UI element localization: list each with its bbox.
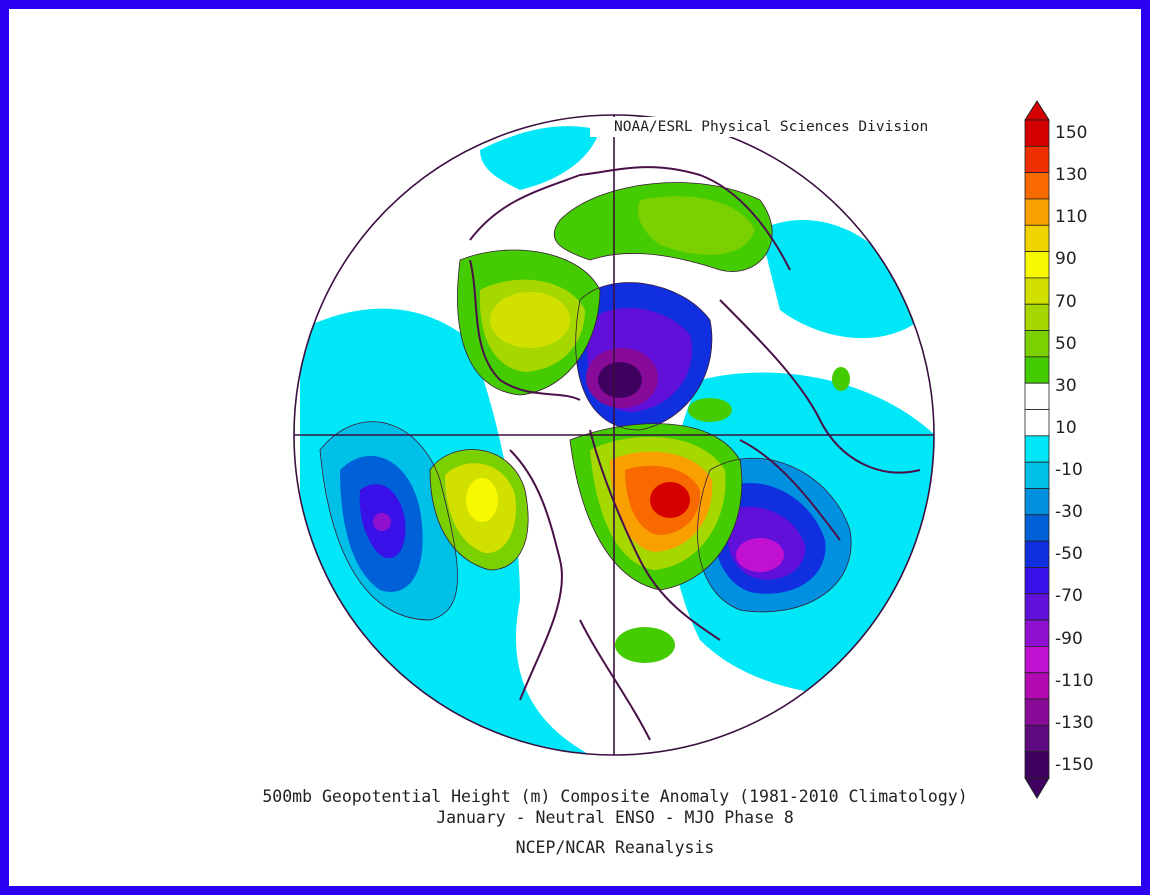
colorbar-segment	[1024, 435, 1050, 463]
colorbar-label: 90	[1055, 249, 1077, 270]
colorbar-segment	[1024, 330, 1050, 358]
colorbar-segment	[1024, 488, 1050, 516]
coastlines	[469, 166, 921, 741]
colorbar-segment	[1024, 514, 1050, 542]
chart-subtitle: January - Neutral ENSO - MJO Phase 8	[436, 808, 794, 827]
colorbar-segment	[1024, 382, 1050, 410]
colorbar-segment	[1024, 461, 1050, 489]
colorbar-segment	[1024, 567, 1050, 595]
colorbar-label: 150	[1055, 123, 1088, 144]
colorbar-top-arrow	[1024, 100, 1050, 121]
colorbar-segment	[1024, 303, 1050, 331]
colorbar-segment	[1024, 751, 1050, 779]
colorbar-label: -70	[1055, 586, 1083, 607]
colorbar-label: -150	[1055, 754, 1094, 775]
colorbar-label: -90	[1055, 628, 1083, 649]
colorbar-segment	[1024, 119, 1050, 147]
colorbar-segment	[1024, 277, 1050, 305]
colorbar-segment	[1024, 251, 1050, 279]
colorbar-label: -130	[1055, 712, 1094, 733]
colorbar-segment	[1024, 172, 1050, 200]
colorbar-label: 70	[1055, 291, 1077, 312]
colorbar-label: 10	[1055, 417, 1077, 438]
colorbar-segment	[1024, 724, 1050, 753]
colorbar-label: -50	[1055, 544, 1083, 565]
colorbar-segment	[1024, 698, 1050, 726]
colorbar-segment	[1024, 593, 1050, 621]
colorbar-segment	[1024, 619, 1050, 647]
contour-lines	[319, 182, 852, 621]
credit-label: NOAA/ESRL Physical Sciences Division	[590, 117, 933, 137]
colorbar-label: 50	[1055, 333, 1077, 354]
colorbar-bottom-arrow	[1024, 777, 1050, 799]
colorbar-segment	[1024, 409, 1050, 437]
colorbar-label: -110	[1055, 670, 1094, 691]
colorbar-segment	[1024, 646, 1050, 674]
colorbar-label: -10	[1055, 460, 1083, 481]
colorbar-label: 130	[1055, 165, 1088, 186]
colorbar-label: 30	[1055, 375, 1077, 396]
colorbar-segment	[1024, 224, 1050, 252]
colorbar-segment	[1024, 356, 1050, 384]
data-source: NCEP/NCAR Reanalysis	[515, 838, 715, 857]
colorbar-label: 110	[1055, 207, 1088, 228]
colorbar-segment	[1024, 145, 1050, 174]
chart-title: 500mb Geopotential Height (m) Composite …	[262, 787, 968, 806]
colorbar	[1024, 100, 1050, 799]
colorbar-segment	[1024, 672, 1050, 700]
colorbar-segment	[1024, 540, 1050, 568]
colorbar-segment	[1024, 198, 1050, 226]
colorbar-label: -30	[1055, 502, 1083, 523]
